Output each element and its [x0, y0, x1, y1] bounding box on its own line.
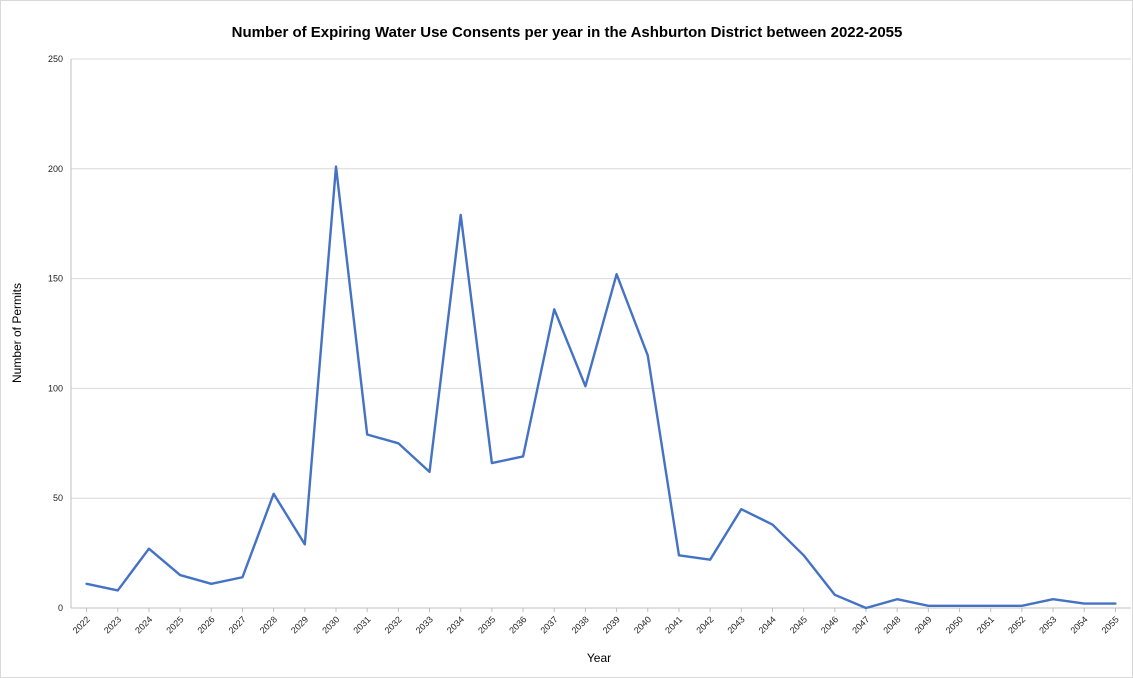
data-point [708, 558, 712, 562]
data-point [1113, 602, 1117, 606]
x-tick-label: 2035 [476, 614, 497, 635]
x-tick-label: 2047 [850, 614, 871, 635]
data-point [147, 547, 151, 551]
x-tick-label: 2053 [1037, 614, 1058, 635]
x-tick-label: 2029 [289, 614, 310, 635]
x-tick-label: 2025 [164, 614, 185, 635]
x-tick-label: 2040 [632, 614, 653, 635]
x-tick-label: 2052 [1006, 614, 1027, 635]
series-line [85, 165, 1117, 610]
data-point [989, 604, 993, 608]
x-tick-label: 2034 [445, 614, 466, 635]
x-tick-label: 2036 [507, 614, 528, 635]
y-tick-label: 200 [48, 164, 63, 174]
data-point [583, 384, 587, 388]
data-point [209, 582, 213, 586]
x-tick-label: 2023 [102, 614, 123, 635]
x-tick-label: 2046 [819, 614, 840, 635]
gridlines [70, 58, 1131, 609]
data-point [490, 461, 494, 465]
x-tick-label: 2024 [133, 614, 154, 635]
data-point [864, 606, 868, 610]
x-tick-label: 2039 [601, 614, 622, 635]
y-tick-label: 100 [48, 383, 63, 393]
x-axis-title: Year [587, 651, 611, 665]
x-tick-label: 2054 [1068, 614, 1089, 635]
data-point [739, 507, 743, 511]
x-tick-label: 2049 [913, 614, 934, 635]
data-point [802, 553, 806, 557]
data-point [178, 573, 182, 577]
y-tick-label: 250 [48, 54, 63, 64]
x-tick-label: 2031 [351, 614, 372, 635]
data-point [895, 597, 899, 601]
data-point [240, 575, 244, 579]
x-tick-label: 2042 [694, 614, 715, 635]
data-point [1082, 602, 1086, 606]
x-tick-label: 2043 [725, 614, 746, 635]
y-tick-label: 150 [48, 274, 63, 284]
y-tick-label: 50 [53, 493, 63, 503]
x-tick-label: 2038 [570, 614, 591, 635]
data-point [459, 213, 463, 217]
data-point [521, 454, 525, 458]
data-point [646, 353, 650, 357]
x-axis-ticks: 2022 2023 2024 2025 2026 2027 2028 2029 2030 2031… [71, 608, 1121, 636]
data-point [272, 492, 276, 496]
data-point [85, 582, 89, 586]
data-point [303, 542, 307, 546]
x-tick-label: 2051 [975, 614, 996, 635]
x-tick-label: 2026 [195, 614, 216, 635]
data-point [926, 604, 930, 608]
x-tick-label: 2022 [71, 614, 92, 635]
data-point [396, 441, 400, 445]
x-tick-label: 2044 [757, 614, 778, 635]
data-point [1051, 597, 1055, 601]
x-tick-label: 2048 [881, 614, 902, 635]
data-point [334, 165, 338, 169]
x-tick-label: 2041 [663, 614, 684, 635]
x-tick-label: 2037 [538, 614, 559, 635]
y-axis-ticks: 0 50 100 150 200 250 [48, 54, 63, 613]
x-tick-label: 2045 [788, 614, 809, 635]
x-tick-label: 2033 [414, 614, 435, 635]
data-point [833, 593, 837, 597]
data-point [1020, 604, 1024, 608]
x-tick-label: 2032 [383, 614, 404, 635]
x-tick-label: 2055 [1100, 614, 1121, 635]
x-tick-label: 2028 [258, 614, 279, 635]
data-point [958, 604, 962, 608]
data-point [770, 523, 774, 527]
data-point [428, 470, 432, 474]
data-point [677, 553, 681, 557]
data-point [552, 307, 556, 311]
x-tick-label: 2050 [944, 614, 965, 635]
data-point [116, 588, 120, 592]
data-point [615, 272, 619, 276]
data-point [365, 433, 369, 437]
y-tick-label: 0 [58, 603, 63, 613]
y-axis-title: Number of Permits [10, 283, 24, 383]
x-tick-label: 2027 [227, 614, 248, 635]
x-tick-label: 2030 [320, 614, 341, 635]
series-layer [85, 165, 1117, 610]
chart-title: Number of Expiring Water Use Consents pe… [232, 24, 903, 41]
